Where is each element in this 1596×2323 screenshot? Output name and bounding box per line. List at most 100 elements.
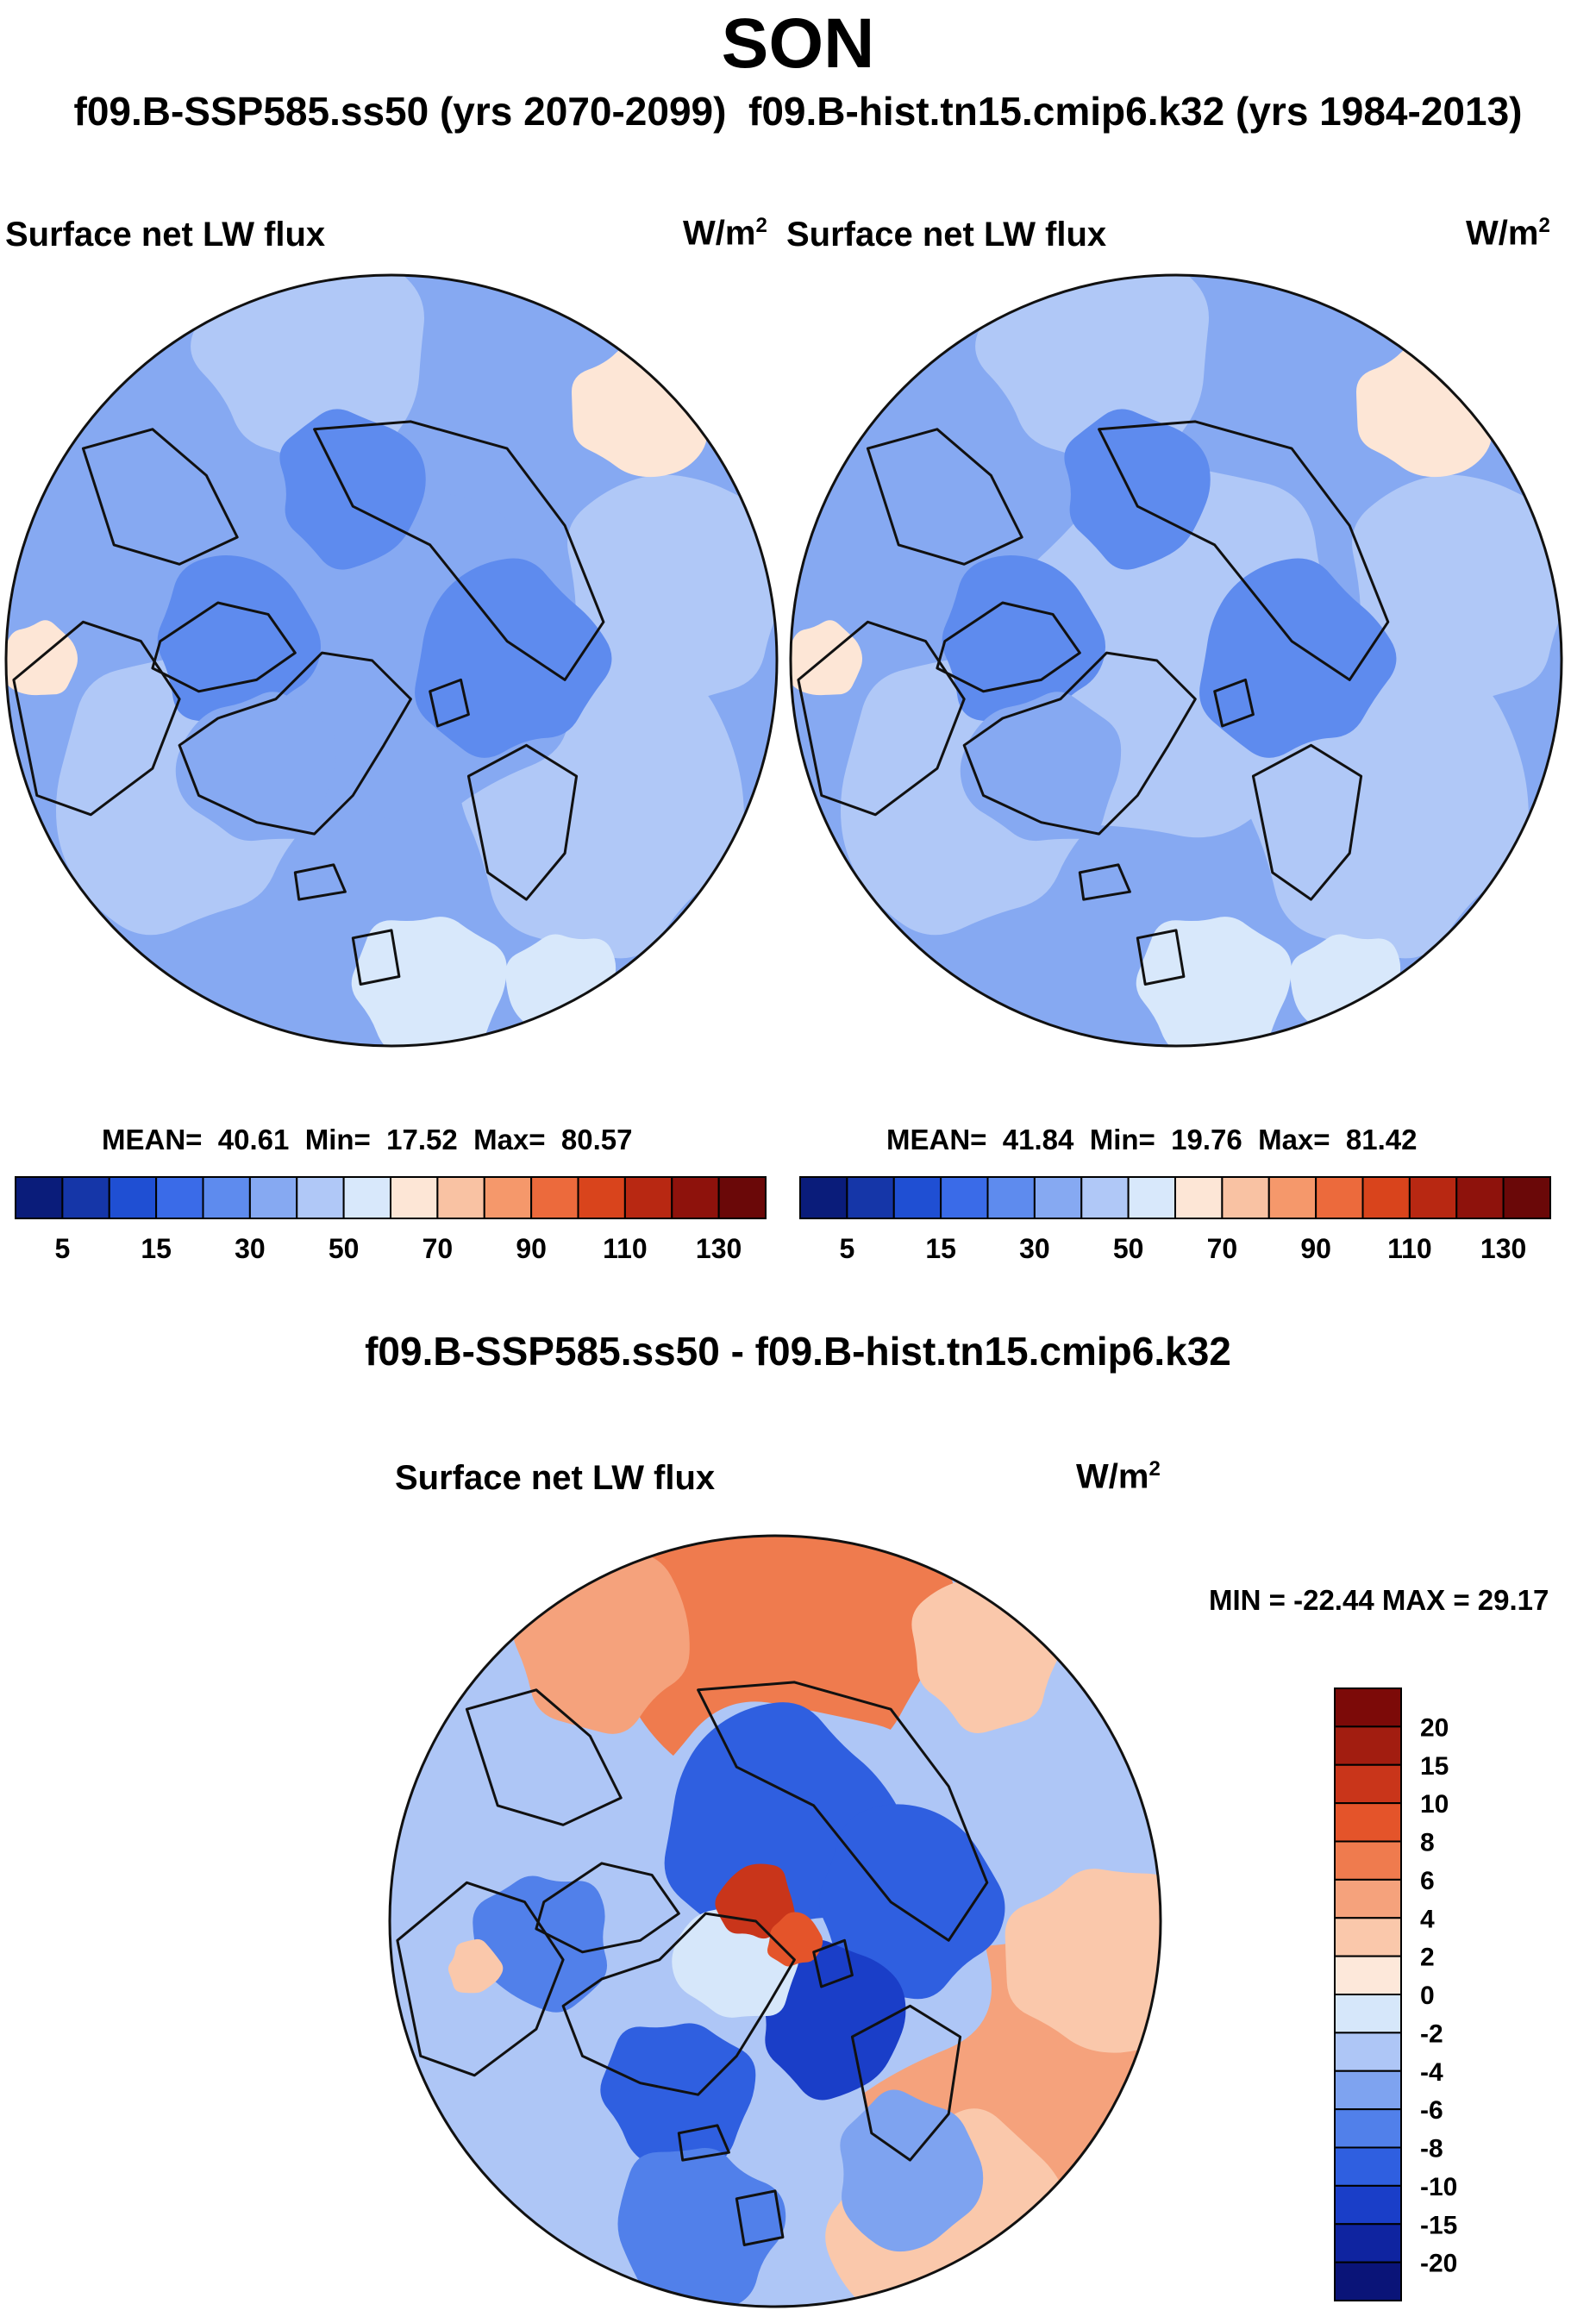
panel2-colorbar-swatch [1455, 1176, 1505, 1219]
panel2-min-value: 19.76 [1171, 1124, 1242, 1155]
panel1-coastline-iceland [293, 863, 347, 901]
panel1-coastline-british-isles [351, 929, 401, 986]
diff-colorbar-swatch [1334, 1802, 1402, 1843]
panel1-coastline-scandinavia [466, 743, 579, 901]
panel1-colorbar-swatch [155, 1176, 204, 1219]
panel1-coastline-alaska [81, 428, 239, 566]
panel2-field-patch [1136, 917, 1292, 1046]
panel1-colorbar-swatch [436, 1176, 485, 1219]
diff-field-patch [1005, 1869, 1161, 2053]
panel1-field [6, 275, 777, 1046]
panel2-coastline-greenland [962, 651, 1197, 836]
diff-colorbar-tick-label: 6 [1420, 1867, 1435, 1895]
diff-field-patch [613, 1536, 957, 1788]
panel2-stats: MEAN= 41.84 Min= 19.76 Max= 81.42 [886, 1124, 1418, 1156]
panel1-coastline-greenland [178, 651, 412, 836]
diff-colorbar-tick-label: 4 [1420, 1905, 1435, 1933]
diff-field-patch [600, 2023, 756, 2175]
panel2-field [791, 275, 1562, 1046]
diff-colorbar-swatch [1334, 2261, 1402, 2301]
panel1-stats: MEAN= 40.61 Min= 17.52 Max= 80.57 [102, 1124, 633, 1156]
panel2-field-patch [1352, 474, 1562, 706]
panel1-colorbar-swatch [15, 1176, 64, 1219]
panel2-colorbar-tick-label: 110 [1387, 1233, 1432, 1264]
panel2-colorbar-tick-label: 90 [1300, 1233, 1331, 1264]
panel1-coastline-siberia [313, 420, 605, 681]
panel2-max-value: 81.42 [1345, 1124, 1418, 1155]
diff-coastline-scandinavia [850, 2004, 962, 2162]
panel2-colorbar-swatch [892, 1176, 942, 1219]
diff-field-patch [819, 1804, 1005, 2000]
panel1-colorbar-swatch [390, 1176, 439, 1219]
panel2-colorbar-swatch [1315, 1176, 1364, 1219]
panel2-coastline-british-isles [1136, 929, 1186, 986]
subtitle-historical-case: f09.B-hist.tn15.cmip6.k32 (yrs 1984-2013… [748, 89, 1523, 134]
panel2-colorbar-tick-label: 5 [839, 1233, 854, 1264]
diff-coastline-iceland [677, 2124, 730, 2162]
panel2-colorbar-swatch [1127, 1176, 1176, 1219]
panel2-colorbar-swatch [1221, 1176, 1270, 1219]
diff-coastline-alaska [465, 1688, 623, 1826]
panel2-coastline-iceland [1078, 863, 1131, 901]
difference-title: f09.B-SSP585.ss50 - f09.B-hist.tn15.cmip… [365, 1329, 1231, 1374]
panel2-colorbar-swatch [1408, 1176, 1458, 1219]
diff-colorbar-swatch [1334, 1994, 1402, 2034]
diff-colorbar-swatch [1334, 1840, 1402, 1881]
diff-colorbar-swatch [1334, 1917, 1402, 1957]
panel2-map-border [789, 273, 1563, 1048]
figure-title: SON [721, 4, 875, 83]
panel2-colorbar-swatch [1502, 1176, 1551, 1219]
diff-colorbar-swatch [1334, 2069, 1402, 2111]
diff-colorbar-swatch [1334, 2108, 1402, 2149]
panel1-field-patch [157, 555, 322, 727]
panel1-units: W/m2 [683, 214, 767, 253]
panel1-colorbar-swatch [202, 1176, 251, 1219]
panel2-colorbar-swatch [846, 1176, 895, 1219]
diff-map [388, 1534, 1162, 2308]
panel2-colorbar-swatch [1174, 1176, 1224, 1219]
diff-coastline-svalbard [812, 1938, 854, 1988]
panel2-colorbar-tick-label: 15 [925, 1233, 956, 1264]
diff-coastline-greenland [561, 1912, 796, 2096]
diff-minmax: MIN = -22.44 MAX = 29.17 [1209, 1584, 1549, 1616]
panel2-colorbar-tick-label: 50 [1113, 1233, 1144, 1264]
panel1-field-patch [415, 558, 612, 758]
diff-colorbar-swatch [1334, 2184, 1402, 2226]
diff-field-patch [715, 1863, 795, 1939]
subtitle-future-case: f09.B-SSP585.ss50 (yrs 2070-2099) [73, 89, 727, 134]
panel2-colorbar-swatch [799, 1176, 848, 1219]
diff-colorbar-tick-label: -8 [1420, 2135, 1443, 2163]
panel2-variable-title: Surface net LW flux [786, 216, 1107, 254]
diff-field-patch [473, 1875, 608, 2013]
panel1-colorbar-swatch [296, 1176, 345, 1219]
diff-colorbar-swatch [1334, 1725, 1402, 1766]
panel1-variable-title: Surface net LW flux [5, 216, 326, 254]
diff-variable-title: Surface net LW flux [395, 1459, 716, 1497]
panel2-colorbar-swatch [1267, 1176, 1317, 1219]
panel2-mean-label: MEAN= [886, 1124, 987, 1155]
diff-field-patch [617, 2148, 786, 2307]
diff-colorbar-swatch [1334, 2032, 1402, 2072]
panel1-colorbar-swatch [483, 1176, 533, 1219]
panel2-field-patch [1199, 558, 1397, 758]
panel1-colorbar-swatch [61, 1176, 110, 1219]
panel1-colorbar-tick-label: 30 [235, 1233, 266, 1264]
panel2-colorbar-tick-label: 30 [1019, 1233, 1050, 1264]
diff-colorbar-tick-label: -4 [1420, 2058, 1443, 2087]
panel1-mean-label: MEAN= [102, 1124, 203, 1155]
diff-field-patch [760, 1939, 906, 2101]
panel1-colorbar-swatch [577, 1176, 626, 1219]
panel1-field-patch [351, 917, 507, 1046]
panel1-max-value: 80.57 [560, 1124, 633, 1155]
panel1-min-value: 17.52 [386, 1124, 458, 1155]
diff-colorbar-tick-label: 15 [1420, 1752, 1449, 1781]
diff-colorbar-swatch [1334, 1687, 1402, 1728]
diff-colorbar-swatch [1334, 1763, 1402, 1805]
panel1-colorbar-tick-label: 50 [329, 1233, 360, 1264]
diff-colorbar-tick-label: 20 [1420, 1713, 1449, 1742]
panel2-coastline-scandinavia [1251, 743, 1363, 901]
diff-colorbar-tick-label: 10 [1420, 1790, 1449, 1819]
panel1-coastline-svalbard [429, 678, 470, 728]
panel2-coastline-siberia [1098, 420, 1390, 681]
